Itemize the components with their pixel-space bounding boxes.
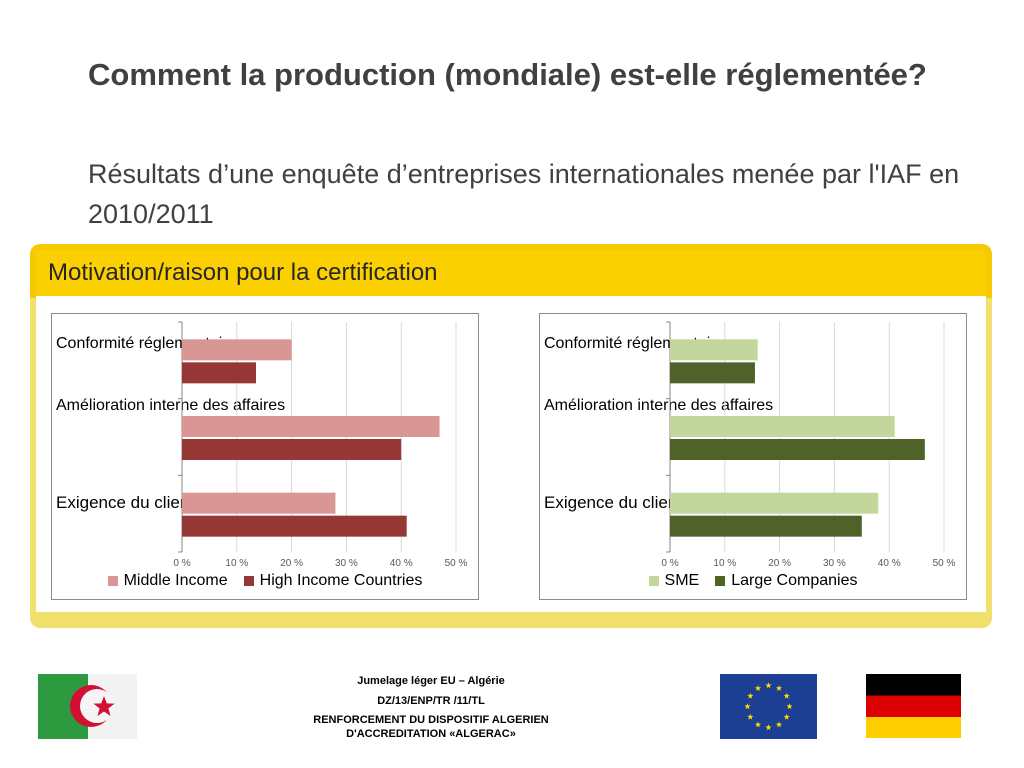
bar-series-2 [670,515,862,537]
category-label: Exigence du client [544,493,682,512]
eu-star [783,713,790,720]
x-tick-label: 20 % [768,558,791,569]
eu-star [783,692,790,699]
eu-star [754,721,762,728]
bar-series-1 [670,492,879,514]
income-chart-legend: Middle Income High Income Countries [52,572,478,590]
footer-line-2: DZ/13/ENP/TR /11/TL [377,695,485,707]
legend-label: High Income Countries [259,572,423,589]
germany-flag-icon [866,674,961,738]
bar-series-1 [182,492,336,514]
legend-swatch [648,576,659,586]
footer-line-4: D'ACCREDITATION «ALGERAC» [346,728,516,740]
eu-star [747,713,754,720]
category-label: Amélioration interne des affaires [544,397,774,414]
company-size-chart: Conformité réglementaire Amélioration in… [539,313,967,600]
bar-series-2 [182,515,407,537]
eu-flag-icon [720,674,817,739]
legend-swatch [107,576,118,586]
x-tick-label: 30 % [823,558,846,569]
panel-header: Motivation/raison pour la certification [36,250,986,296]
panel-title: Motivation/raison pour la certification [48,259,438,286]
eu-star [747,692,754,699]
legend-swatch [715,576,726,586]
footer-line-3: RENFORCEMENT DU DISPOSITIF ALGERIEN [313,714,549,726]
eu-star [744,703,751,710]
x-tick-label: 20 % [280,558,303,569]
x-tick-label: 30 % [335,558,358,569]
x-tick-label: 0 % [173,558,190,569]
bar-series-2 [182,362,256,384]
category-label: Amélioration interne des affaires [56,397,286,414]
eu-star [786,703,793,710]
legend-item: SME [648,572,700,590]
company-size-chart-legend: SME Large Companies [540,572,966,590]
bar-series-2 [670,439,925,460]
x-tick-label: 10 % [225,558,248,569]
legend-item: Large Companies [715,572,857,590]
x-tick-label: 10 % [713,558,736,569]
bar-series-1 [670,339,758,361]
footer-line-1: Jumelage léger EU – Algérie [357,675,505,687]
legend-swatch [243,576,254,586]
bar-series-1 [182,339,292,361]
slide-title: Comment la production (mondiale) est-ell… [88,57,927,92]
slide-subtitle: Résultats d’une enquête d’entreprises in… [88,159,960,229]
x-tick-label: 40 % [390,558,413,569]
bar-series-1 [182,416,440,437]
legend-item: High Income Countries [243,572,423,590]
income-chart-plot: 0 % 10 % 20 % 30 % 40 % 50 % [173,321,468,569]
bar-series-2 [670,362,755,384]
x-tick-label: 50 % [445,558,468,569]
legend-item: Middle Income [107,572,228,590]
eu-star [765,724,772,731]
eu-star [754,685,762,691]
legend-label: Middle Income [123,572,228,589]
eu-star [775,685,783,691]
eu-star [775,721,783,728]
x-tick-label: 40 % [878,558,901,569]
bar-series-2 [182,439,402,460]
legend-label: Large Companies [731,572,858,589]
bar-series-1 [670,416,895,437]
x-tick-label: 0 % [661,558,678,569]
algeria-flag-icon [38,674,137,739]
income-chart: Conformité réglementaire Amélioration in… [51,313,479,600]
company-size-chart-plot: 0 % 10 % 20 % 30 % 40 % 50 % [661,321,956,569]
category-label: Exigence du client [56,493,194,512]
x-tick-label: 50 % [933,558,956,569]
legend-label: SME [664,572,700,589]
eu-star [765,682,772,689]
